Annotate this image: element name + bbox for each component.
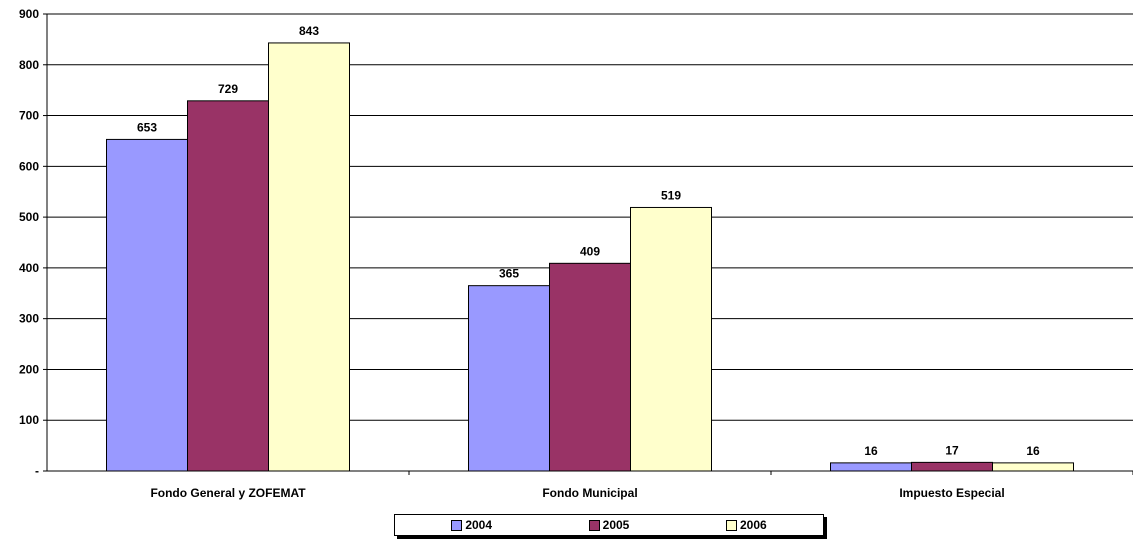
category-label: Impuesto Especial [899,486,1004,500]
data-label: 519 [661,188,681,202]
data-label: 653 [137,120,157,134]
data-label: 17 [945,443,959,457]
bar-2006-3 [992,462,1074,472]
y-tick-label: 800 [19,58,39,72]
category-label: Fondo General y ZOFEMAT [150,486,306,500]
bar-2005-3 [911,461,993,472]
bar-2006-2 [630,206,712,472]
y-tick-label: 500 [19,210,39,224]
data-label: 843 [299,24,319,38]
y-tick-label: 900 [19,7,39,21]
y-tick-label: 400 [19,261,39,275]
legend-swatch-2004 [451,519,463,531]
legend-swatch-2005 [588,519,600,531]
data-label: 365 [499,267,519,281]
y-tick-label: 300 [19,312,39,326]
y-tick-label: 600 [19,159,39,173]
legend-item-2004: 2004 [451,518,492,532]
data-label: 16 [864,444,878,458]
bar-2006-1 [268,42,350,472]
bar-2005-2 [549,262,631,472]
data-label: 729 [218,82,238,96]
data-label: 16 [1026,444,1040,458]
legend-swatch-2006 [725,519,737,531]
legend-label-2005: 2005 [602,518,630,532]
bar-chart: - 100 200 300 400 500 600 700 800 900 653 729 843 Fon… [19,7,1133,500]
legend-item-2005: 2005 [588,518,630,532]
bar-2004-2 [468,285,550,472]
data-label: 409 [580,244,600,258]
bar-2004-1 [106,138,188,472]
legend-item-2006: 2006 [725,518,767,532]
y-tick-label: - [35,464,39,478]
y-tick-label: 700 [19,109,39,123]
bar-2004-3 [830,462,912,472]
y-tick-label: 200 [19,362,39,376]
chart-legend: 2004 2005 2006 [394,514,824,536]
bar-2005-1 [187,100,269,472]
legend-label-2004: 2004 [465,518,493,532]
y-tick-label: 100 [19,413,39,427]
legend-label-2006: 2006 [739,518,767,532]
category-label: Fondo Municipal [542,486,637,500]
